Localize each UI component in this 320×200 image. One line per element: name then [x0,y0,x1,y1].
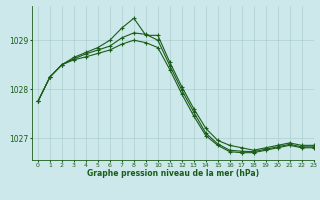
X-axis label: Graphe pression niveau de la mer (hPa): Graphe pression niveau de la mer (hPa) [87,169,259,178]
